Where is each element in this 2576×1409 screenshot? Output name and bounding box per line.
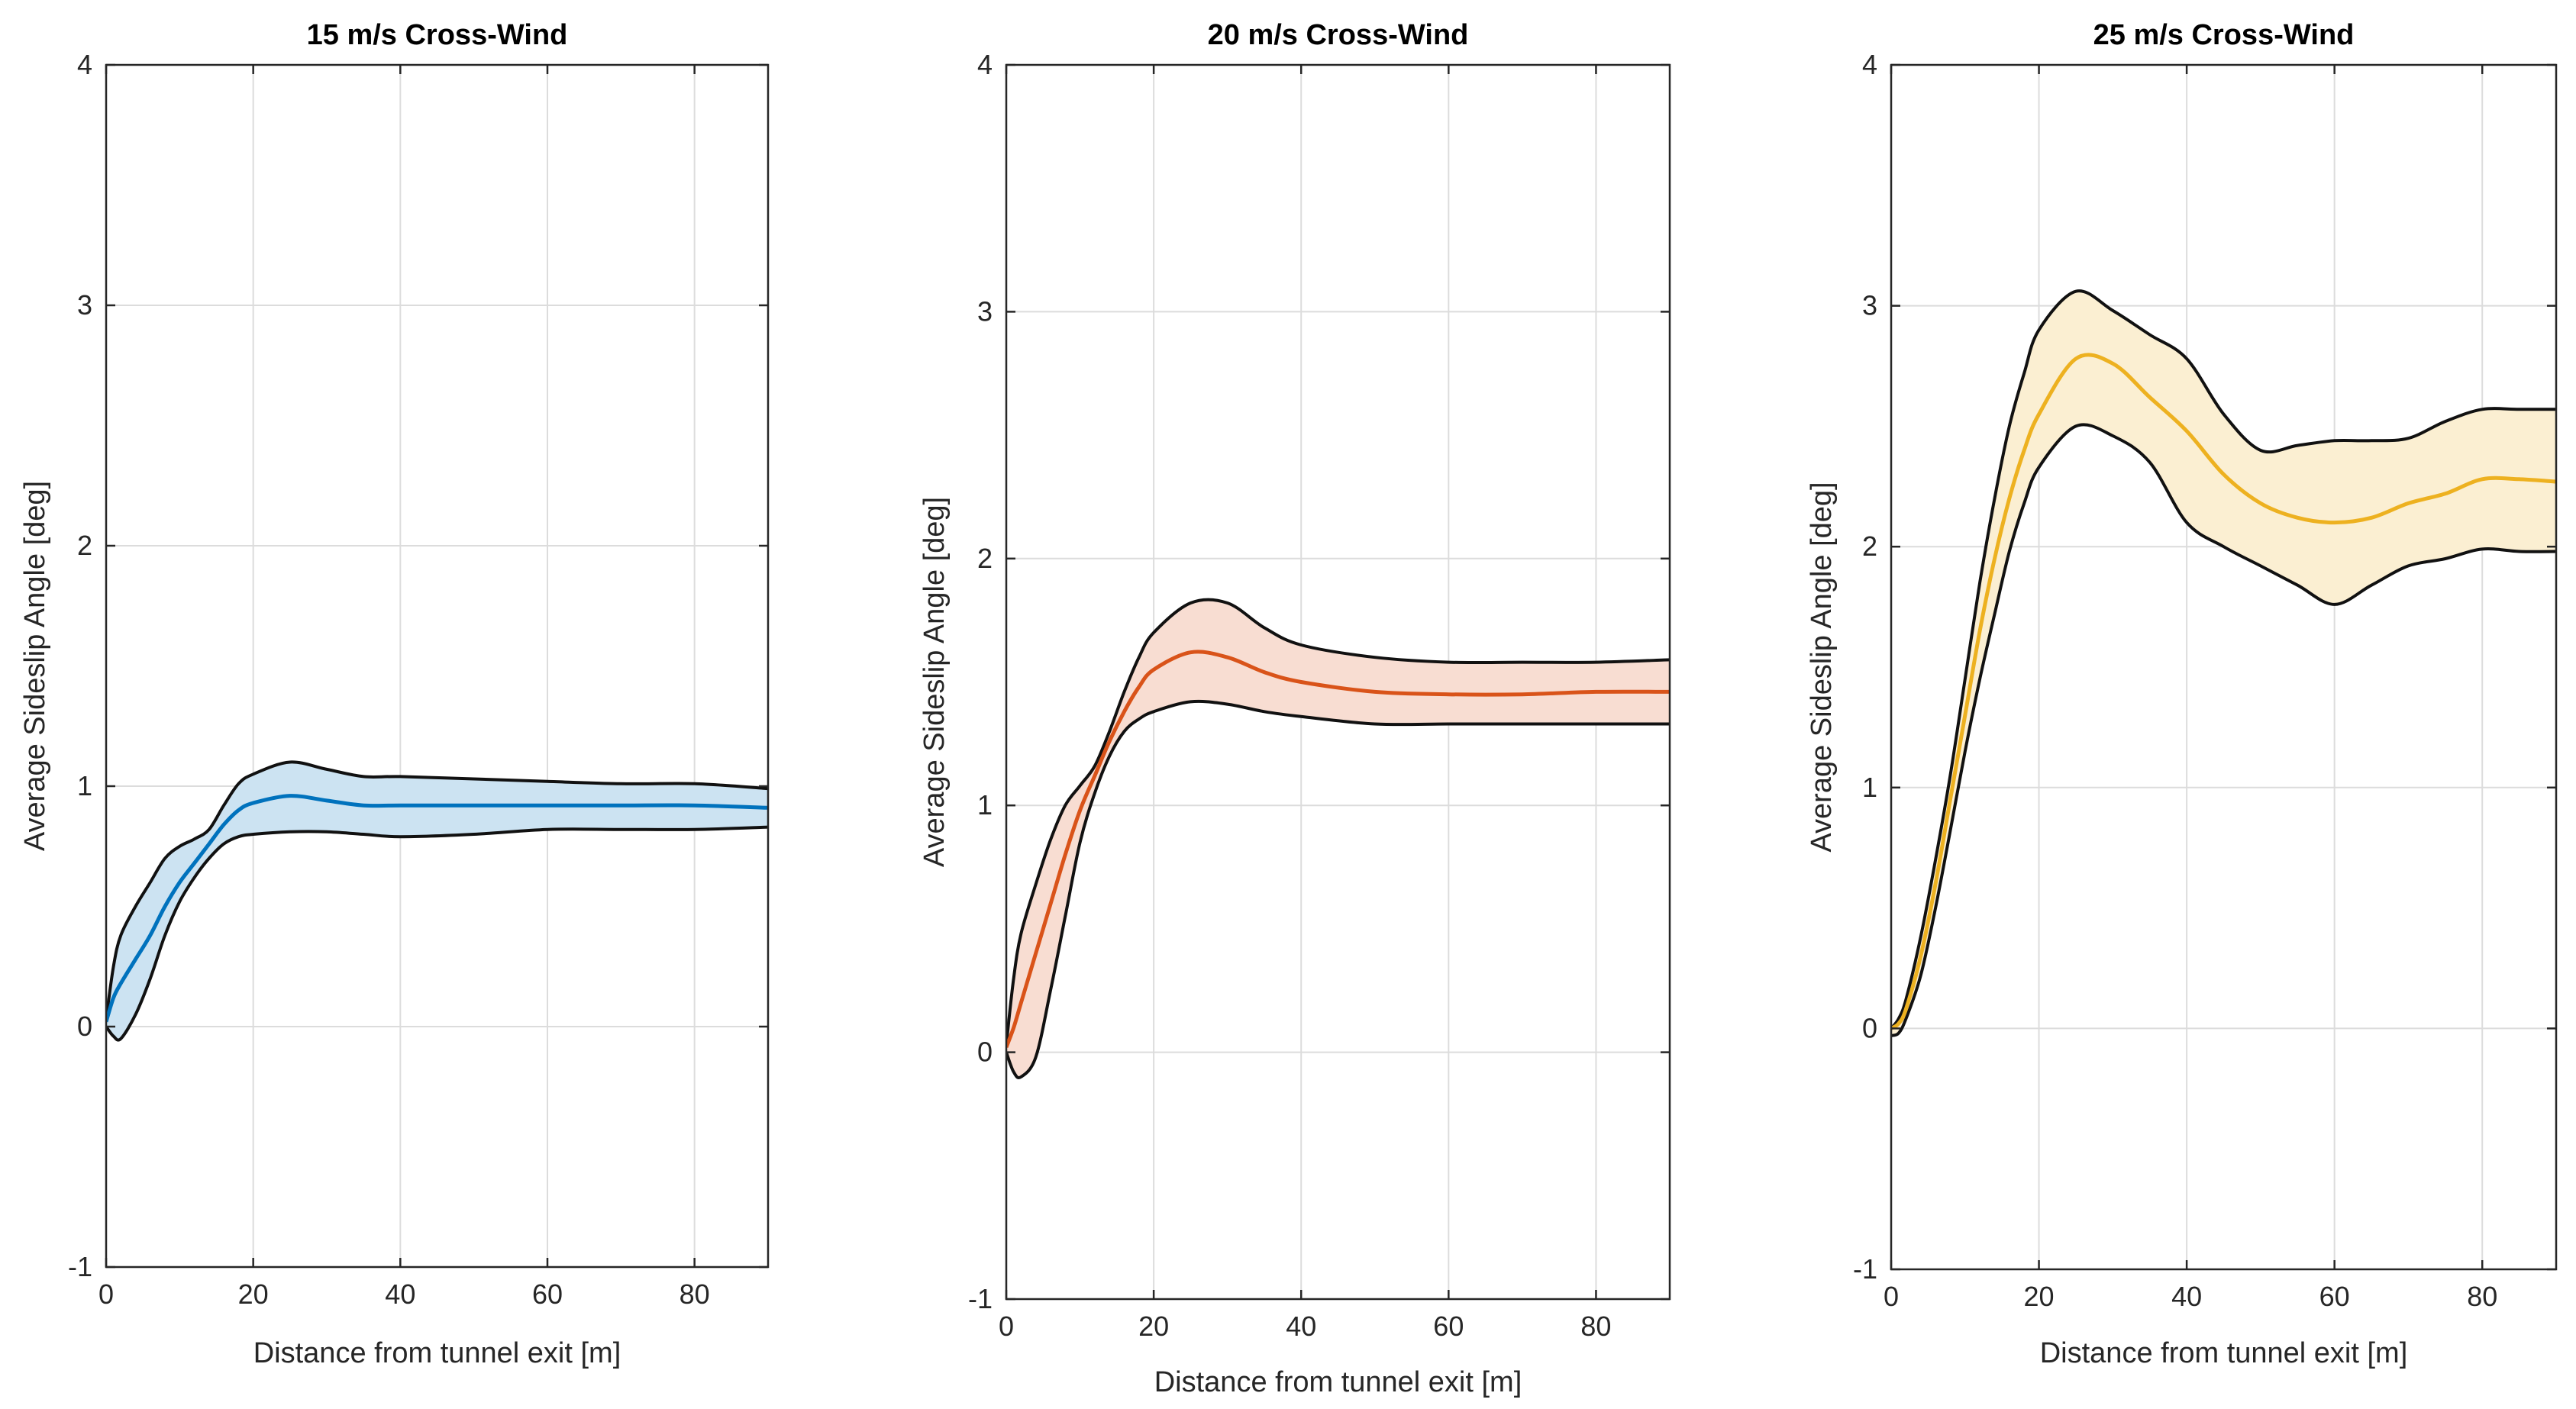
subplot-15ms: 15 m/s Cross-Wind Distance from tunnel e… (19, 19, 768, 1369)
subplot-title: 25 m/s Cross-Wind (2093, 19, 2355, 51)
x-tick-label: 80 (2467, 1281, 2497, 1312)
y-tick-label: 0 (977, 1037, 993, 1068)
x-axis-label: Distance from tunnel exit [m] (2040, 1337, 2408, 1369)
plot-area (1006, 600, 1670, 1079)
y-tick-label: 0 (1862, 1012, 1877, 1043)
upper-bound-line (1891, 291, 2556, 1028)
subplot-title: 15 m/s Cross-Wind (307, 19, 568, 51)
y-tick-label: 2 (1862, 530, 1877, 562)
y-tick-label: 2 (977, 543, 993, 574)
y-tick-label: -1 (68, 1251, 92, 1282)
x-tick-label: 20 (2024, 1281, 2055, 1312)
x-tick-label: 0 (98, 1278, 114, 1310)
y-tick-label: 1 (1862, 772, 1877, 803)
x-tick-label: 0 (999, 1311, 1014, 1342)
subplot-title: 20 m/s Cross-Wind (1208, 19, 1469, 51)
y-axis-label: Average Sideslip Angle [deg] (1806, 482, 1838, 852)
plot-area (1891, 291, 2556, 1036)
y-tick-label: 4 (1862, 49, 1877, 80)
axes-box (1891, 65, 2556, 1269)
y-tick-label: -1 (968, 1283, 993, 1314)
y-tick-label: 2 (77, 530, 92, 561)
axes-box (106, 65, 768, 1267)
confidence-band (1006, 600, 1670, 1079)
y-tick-label: 3 (77, 289, 92, 321)
y-axis-label: Average Sideslip Angle [deg] (918, 497, 951, 867)
x-axis-label: Distance from tunnel exit [m] (1154, 1366, 1522, 1398)
x-tick-label: 40 (2171, 1281, 2202, 1312)
confidence-band (1891, 291, 2556, 1036)
x-tick-label: 0 (1884, 1281, 1899, 1312)
x-tick-label: 60 (532, 1278, 563, 1310)
x-tick-label: 80 (680, 1278, 710, 1310)
x-tick-label: 60 (1433, 1311, 1464, 1342)
y-tick-label: 4 (77, 49, 92, 80)
subplot-20ms: 20 m/s Cross-Wind Distance from tunnel e… (918, 19, 1670, 1398)
plot-area (106, 762, 768, 1040)
grid (106, 65, 768, 1267)
x-tick-label: 40 (385, 1278, 415, 1310)
y-tick-label: 1 (77, 770, 92, 801)
x-tick-label: 60 (2319, 1281, 2350, 1312)
subplot-25ms: 25 m/s Cross-Wind Distance from tunnel e… (1806, 19, 2556, 1369)
y-tick-label: 3 (977, 295, 993, 327)
x-axis-label: Distance from tunnel exit [m] (253, 1337, 621, 1369)
y-tick-label: 0 (77, 1011, 92, 1042)
x-tick-label: 80 (1580, 1311, 1611, 1342)
y-tick-label: 4 (977, 49, 993, 80)
y-tick-label: 3 (1862, 290, 1877, 321)
x-tick-label: 20 (1138, 1311, 1169, 1342)
y-tick-label: 1 (977, 789, 993, 821)
x-tick-label: 40 (1286, 1311, 1316, 1342)
figure: 15 m/s Cross-Wind Distance from tunnel e… (0, 0, 2576, 1409)
x-tick-label: 20 (238, 1278, 269, 1310)
y-axis-label: Average Sideslip Angle [deg] (19, 481, 51, 851)
y-tick-label: -1 (1853, 1253, 1877, 1285)
grid (1891, 65, 2556, 1269)
